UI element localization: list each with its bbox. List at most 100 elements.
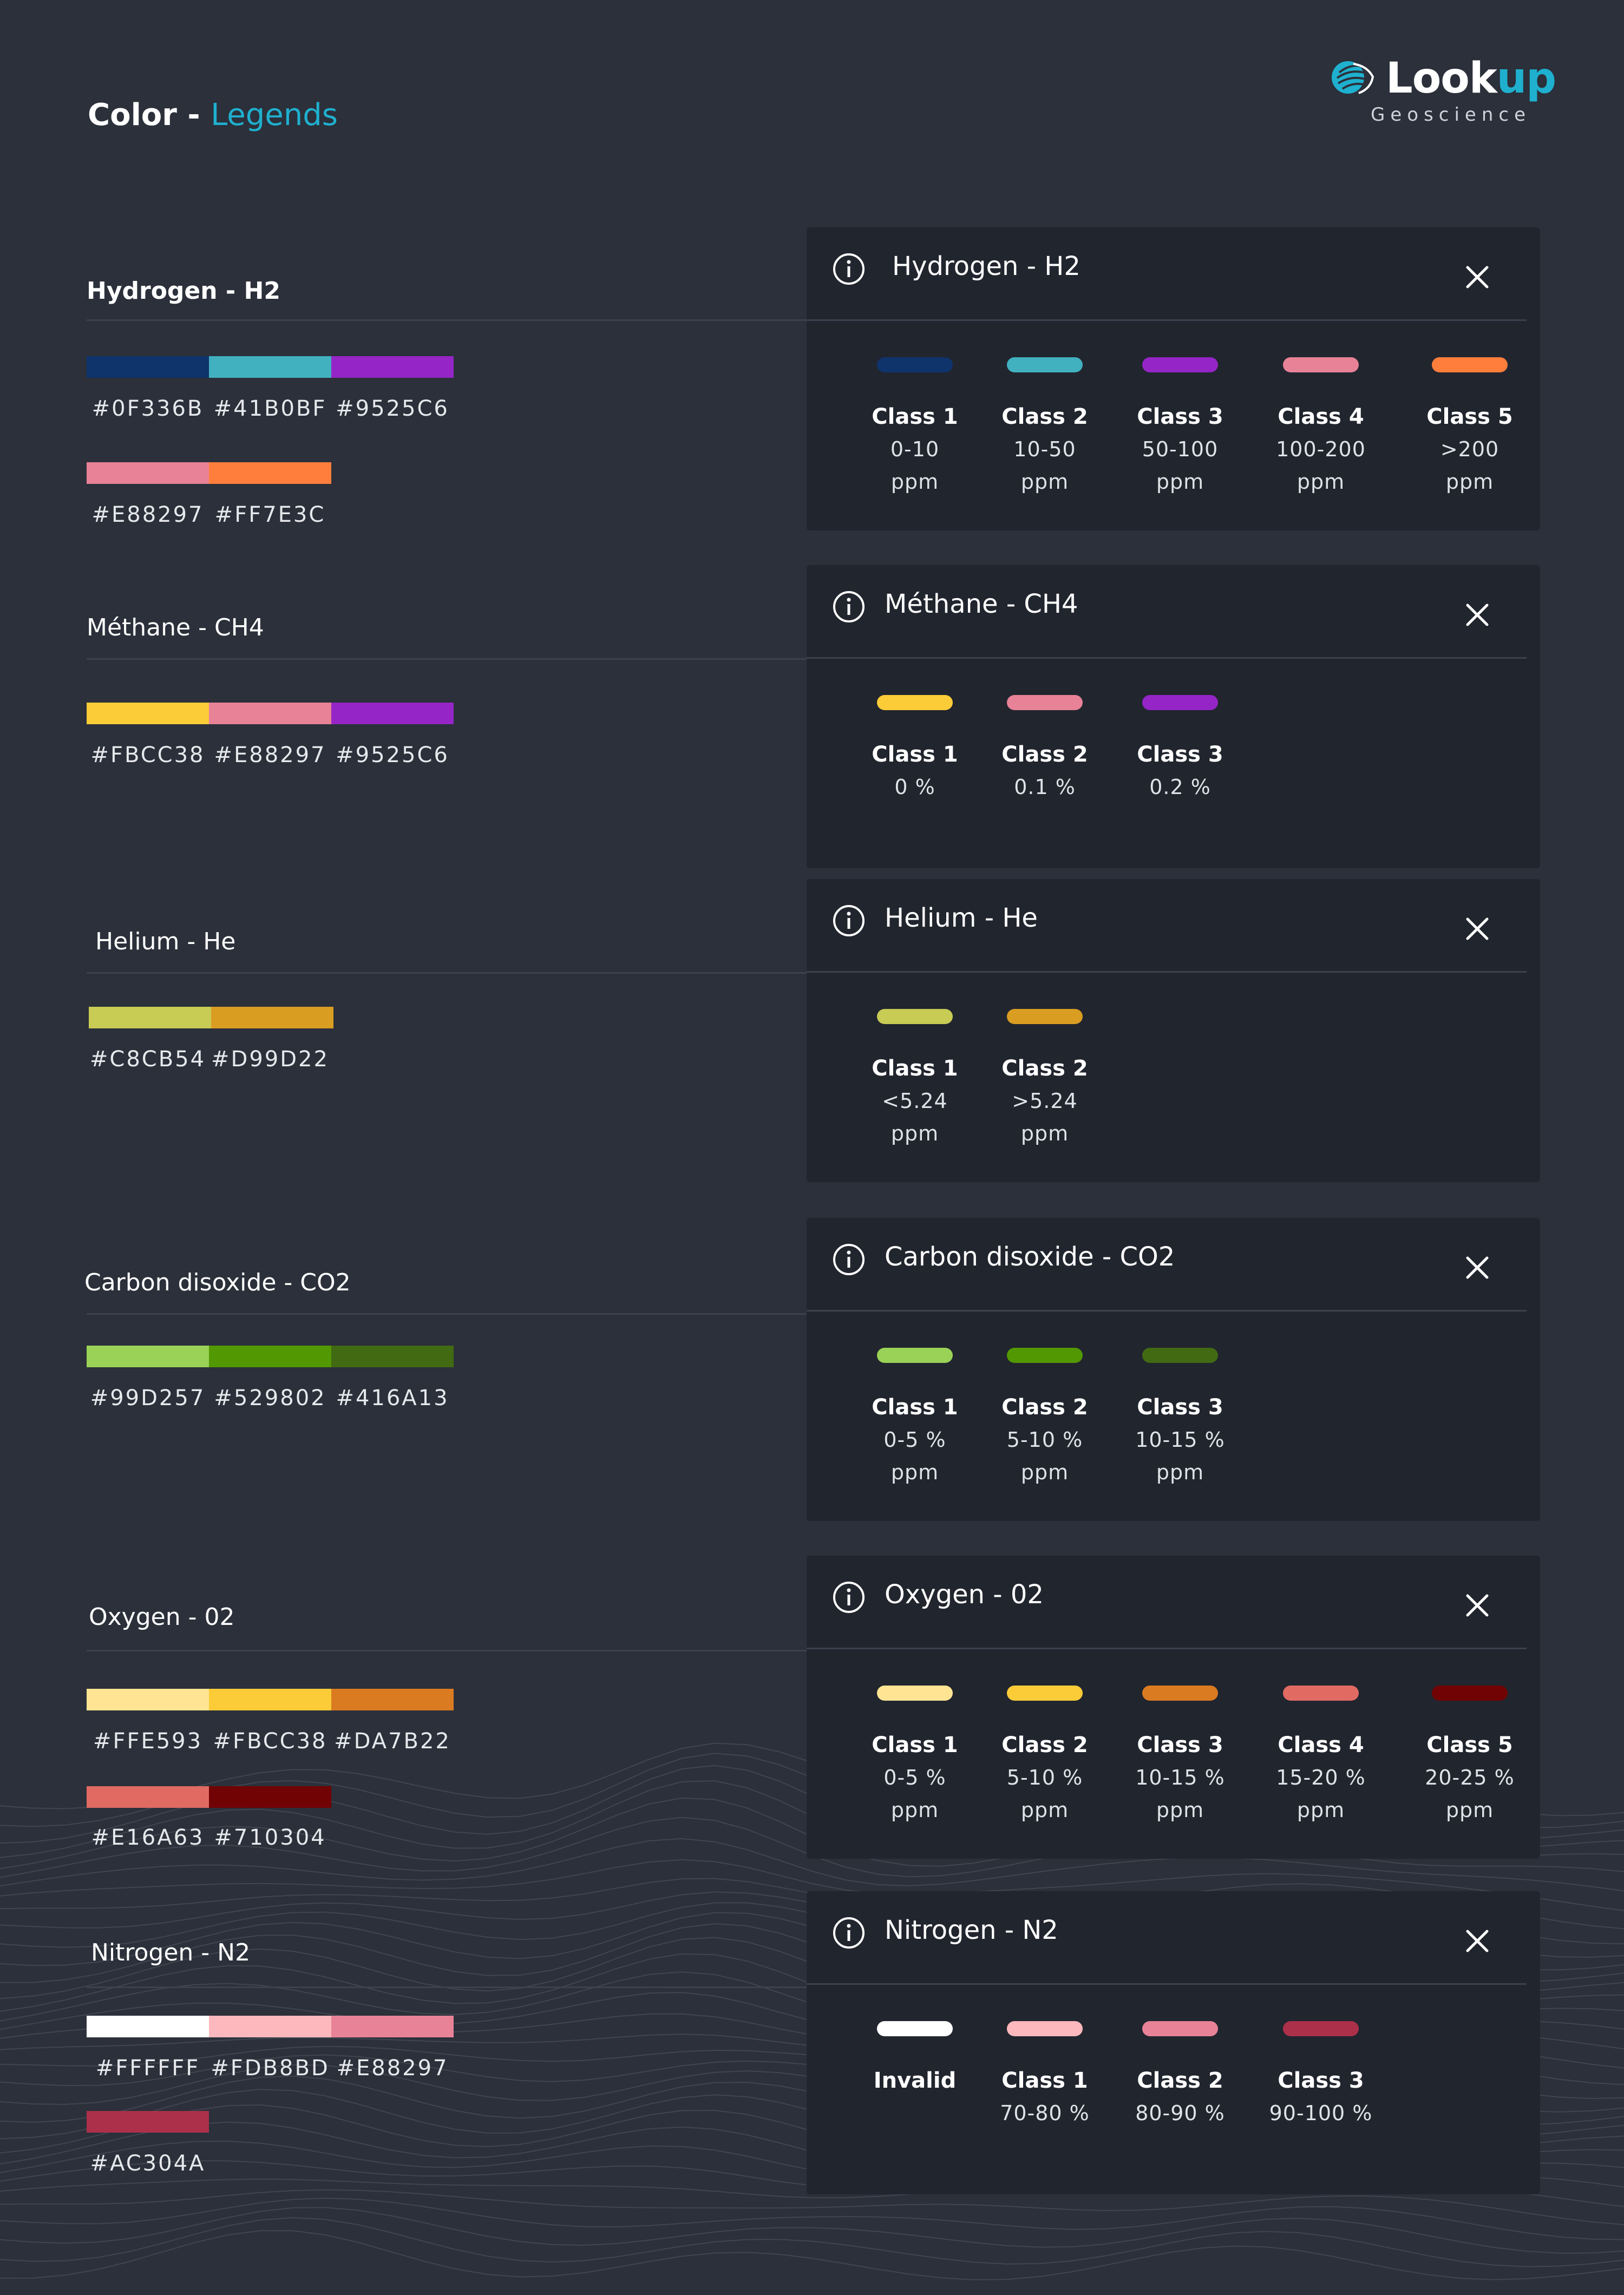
page-title-accent: Legends (211, 97, 338, 133)
hex-code: #416A13 (336, 1386, 449, 1411)
section-title: Oxygen - 02 (89, 1603, 235, 1631)
class-name: Class 1 (872, 742, 958, 767)
color-swatch (331, 2016, 454, 2037)
card-header: Helium - He (807, 879, 1540, 971)
class-unit: ppm (890, 1460, 939, 1484)
card-title: Méthane - CH4 (885, 589, 1078, 619)
class-unit: ppm (1296, 1798, 1345, 1822)
legend-class: Class 1 0-5 % ppm (844, 1686, 985, 1826)
close-icon[interactable] (1460, 1588, 1495, 1623)
class-unit: ppm (1296, 470, 1345, 494)
legend-class: Class 2 5-10 % ppm (974, 1348, 1115, 1489)
class-name: Class 4 (1278, 1733, 1364, 1758)
class-range: >5.24 (1012, 1089, 1078, 1113)
class-range: 5-10 % (1006, 1428, 1083, 1452)
color-swatch (87, 2016, 209, 2037)
class-color-pill (1142, 1348, 1218, 1363)
class-color-pill (1283, 1686, 1359, 1701)
class-color-pill (1283, 2021, 1359, 2036)
hex-code-row: #E88297 #FF7E3C (87, 502, 331, 527)
swatch-row (87, 1689, 454, 1710)
class-name: Class 2 (1001, 404, 1088, 429)
logo-subtitle: Geoscience (1371, 104, 1531, 126)
hex-code-row: #AC304A (87, 2151, 209, 2176)
page-title-strong: Color - (88, 97, 211, 133)
hex-code-row: #FFE593 #FBCC38 #DA7B22 (87, 1729, 454, 1754)
color-swatch (89, 1007, 211, 1028)
close-icon[interactable] (1460, 1924, 1495, 1958)
logo-word-accent: up (1496, 54, 1556, 103)
section-title: Méthane - CH4 (87, 614, 264, 641)
logo-word-main: Look (1386, 54, 1497, 103)
class-unit: ppm (890, 470, 939, 494)
hex-code-row: #E16A63 #710304 (87, 1825, 331, 1850)
class-color-pill (1432, 1686, 1508, 1701)
class-name: Class 2 (1137, 2068, 1223, 2093)
class-name: Class 3 (1278, 2068, 1364, 2093)
class-color-pill (877, 1348, 953, 1363)
class-unit: ppm (1020, 1460, 1069, 1484)
color-swatch (331, 1346, 454, 1367)
color-swatch (209, 1786, 331, 1808)
info-icon[interactable] (831, 903, 866, 938)
class-range: 10-50 (1013, 437, 1076, 461)
card-title: Helium - He (885, 903, 1038, 933)
card-header: Carbon disoxide - CO2 (807, 1218, 1540, 1310)
class-range: 15-20 % (1276, 1766, 1366, 1789)
swatch-row (87, 703, 454, 724)
class-color-pill (1142, 2021, 1218, 2036)
hex-code: #FBCC38 (90, 743, 205, 768)
card-title: Nitrogen - N2 (885, 1915, 1058, 1945)
swatch-row (87, 462, 331, 484)
color-swatch (209, 703, 331, 724)
hex-code: #9525C6 (336, 743, 449, 768)
legend-class: Class 3 10-15 % ppm (1110, 1686, 1250, 1826)
info-icon[interactable] (831, 1916, 866, 1950)
class-unit: ppm (890, 1122, 939, 1145)
info-icon[interactable] (831, 589, 866, 624)
class-range: 80-90 % (1135, 2101, 1225, 2125)
class-color-pill (877, 357, 953, 372)
legend-class: Invalid (844, 2021, 985, 2097)
close-icon[interactable] (1460, 598, 1495, 632)
close-icon[interactable] (1460, 260, 1495, 294)
close-icon[interactable] (1460, 1250, 1495, 1285)
card-title: Hydrogen - H2 (892, 251, 1081, 281)
color-swatch (87, 1689, 209, 1710)
class-name: Class 2 (1001, 1733, 1088, 1758)
hex-code: #E88297 (214, 743, 326, 768)
hex-code: #C8CB54 (89, 1047, 206, 1072)
class-range: 50-100 (1142, 437, 1219, 461)
hex-code: #FDB8BD (211, 2056, 330, 2081)
color-swatch (209, 462, 331, 484)
hex-code: #FBCC38 (213, 1729, 328, 1754)
hex-code: #9525C6 (336, 396, 449, 421)
class-range: <5.24 (882, 1089, 948, 1113)
hex-code: #E88297 (91, 502, 204, 527)
class-name: Class 2 (1001, 742, 1088, 767)
legend-class: Class 4 15-20 % ppm (1250, 1686, 1391, 1826)
class-range: 100-200 (1276, 437, 1366, 461)
close-icon[interactable] (1460, 912, 1495, 946)
color-swatch (209, 356, 331, 378)
card-header: Nitrogen - N2 (807, 1891, 1540, 1983)
info-icon[interactable] (831, 1580, 866, 1615)
class-color-pill (1007, 695, 1083, 710)
class-range: 0-10 (890, 437, 940, 461)
class-color-pill (877, 695, 953, 710)
legend-class: Class 3 90-100 % (1250, 2021, 1391, 2129)
legend-class: Class 3 0.2 % (1110, 695, 1250, 803)
section-divider (87, 319, 985, 321)
legend-class: Class 2 5-10 % ppm (974, 1686, 1115, 1826)
card-divider (807, 1983, 1527, 1985)
class-color-pill (1142, 1686, 1218, 1701)
info-icon[interactable] (831, 252, 866, 286)
info-icon[interactable] (831, 1242, 866, 1277)
card-header: Oxygen - 02 (807, 1556, 1540, 1648)
hex-code: #710304 (214, 1825, 326, 1850)
class-color-pill (1007, 1348, 1083, 1363)
legend-class: Class 4 100-200 ppm (1250, 357, 1391, 498)
section-divider (87, 1650, 985, 1651)
class-name: Class 3 (1137, 1395, 1223, 1420)
class-unit: ppm (890, 1798, 939, 1822)
